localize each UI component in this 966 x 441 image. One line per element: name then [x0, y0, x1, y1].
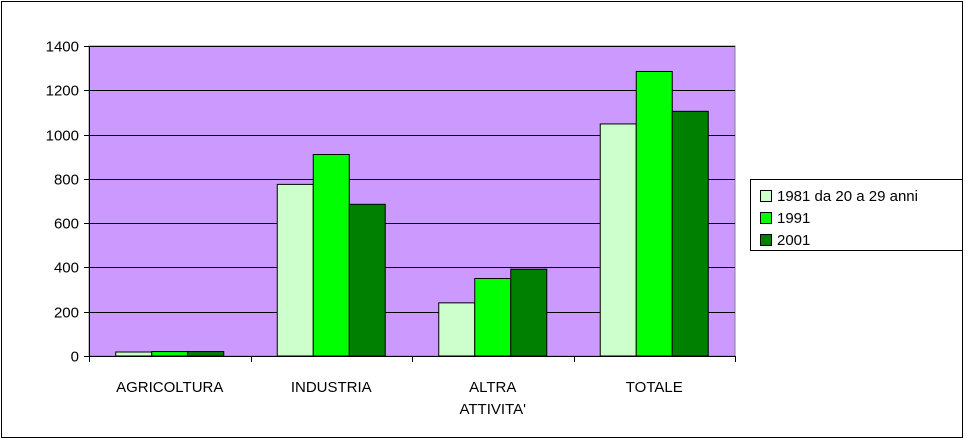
bar	[510, 268, 548, 357]
x-category-label: INDUSTRIA	[291, 379, 372, 396]
bar	[115, 351, 153, 357]
x-category-label: AGRICOLTURA	[116, 379, 223, 396]
bar	[671, 110, 709, 357]
legend-swatch-2001	[760, 234, 772, 246]
legend-item-1991: 1991	[760, 208, 810, 228]
bar	[635, 70, 673, 357]
legend-label-1991: 1991	[777, 209, 811, 227]
legend-label-1981: 1981 da 20 a 29 anni	[777, 187, 918, 205]
bar	[348, 203, 386, 357]
bar	[151, 351, 189, 357]
bar	[187, 351, 225, 357]
bar	[276, 183, 314, 357]
legend-item-2001: 2001	[760, 230, 810, 250]
bar	[599, 123, 637, 357]
legend: 1981 da 20 a 29 anni 1991 2001	[750, 179, 962, 251]
y-tick-label: 1200	[46, 83, 79, 100]
legend-label-2001: 2001	[777, 231, 811, 249]
bar	[438, 302, 476, 357]
y-tick-label: 600	[54, 216, 79, 233]
bar	[474, 278, 512, 357]
y-tick-label: 1400	[46, 39, 79, 56]
legend-swatch-1991	[760, 212, 772, 224]
y-tick-label: 0	[71, 349, 79, 366]
x-category-label: ALTRA	[469, 379, 516, 396]
x-category-label: TOTALE	[626, 379, 683, 396]
y-tick-label: 800	[54, 172, 79, 189]
y-tick-label: 1000	[46, 128, 79, 145]
legend-swatch-1981	[760, 190, 772, 202]
x-category-label: ATTIVITA'	[460, 401, 527, 418]
y-tick-label: 200	[54, 305, 79, 322]
y-tick-label: 400	[54, 260, 79, 277]
bar	[312, 154, 350, 357]
legend-item-1981: 1981 da 20 a 29 anni	[760, 186, 918, 206]
